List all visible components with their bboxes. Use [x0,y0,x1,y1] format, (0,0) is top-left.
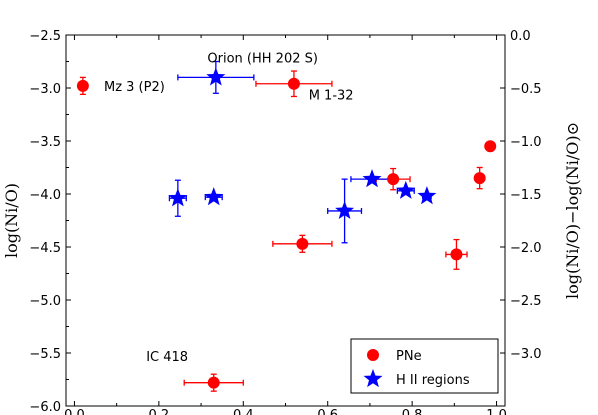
y-left-tick-label: −4.0 [29,188,61,203]
hii-region-point [168,188,188,207]
y-right-tick-label: −2.5 [510,294,542,309]
y-right-axis-ticks: 0.0 −0.5 −1.0 −1.5 −2.0 −2.5 −3.0 [500,29,542,362]
hii-region-point [396,180,416,199]
pne-point [296,237,309,250]
y-left-tick-label: −3.5 [29,135,61,150]
y-axis-label-left: log(Ni/O) [2,183,21,258]
annotation-label: Mz 3 (P2) [104,80,165,95]
legend-label: H II regions [396,373,470,388]
y-left-tick-label: −6.0 [29,400,61,415]
legend: PNe H II regions [350,338,499,394]
pne-point [450,248,463,261]
x-tick-label: 0.2 [149,408,170,415]
y-right-tick-label: −0.5 [510,82,542,97]
hii-region-point [206,67,226,86]
x-tick-label: 0.0 [64,408,85,415]
x-tick-label: 0.6 [317,408,338,415]
pne-point [473,172,486,185]
y-axis-label-right: log(Ni/O)−log(Ni/O)⊙ [563,122,582,299]
y-right-tick-label: −3.0 [510,347,542,362]
legend-label: PNe [396,349,422,364]
y-right-tick-label: −2.0 [510,241,542,256]
x-tick-label: 0.4 [233,408,254,415]
hii-region-point [417,186,437,205]
annotations: Orion (HH 202 S) Mz 3 (P2) M 1-32 IC 418 [104,51,354,365]
y-right-tick-label: −1.0 [510,135,542,150]
y-left-tick-label: −4.5 [29,241,61,256]
y-right-tick-label: −1.5 [510,188,542,203]
legend-marker-pne [367,349,379,361]
y-left-tick-label: −3.0 [29,82,61,97]
annotation-label: IC 418 [146,350,188,365]
legend-marker-hii [363,369,383,388]
x-tick-label: 1.0 [486,408,507,415]
plot-frame [65,34,506,407]
annotation-label: Orion (HH 202 S) [207,51,318,66]
annotation-label: M 1-32 [309,88,354,103]
hii-region-point [362,169,382,188]
pne-point [76,79,89,92]
pne-point [287,77,300,90]
y-left-tick-label: −5.5 [29,347,61,362]
y-left-tick-label: −2.5 [29,29,61,44]
y-left-axis-ticks: −2.5 −3.0 −3.5 −4.0 −4.5 −5.0 −5.5 −6.0 [29,29,71,415]
x-axis-ticks: 0.0 0.2 0.4 0.6 0.8 1.0 [64,35,507,415]
hii-region-point [204,187,224,206]
x-tick-label: 0.8 [402,408,423,415]
pne-point [207,376,220,389]
pne-point [484,140,497,153]
data-markers [76,67,497,389]
y-right-tick-label: 0.0 [510,29,531,44]
y-left-tick-label: −5.0 [29,294,61,309]
pne-point [387,173,400,186]
hii-region-point [335,200,355,220]
